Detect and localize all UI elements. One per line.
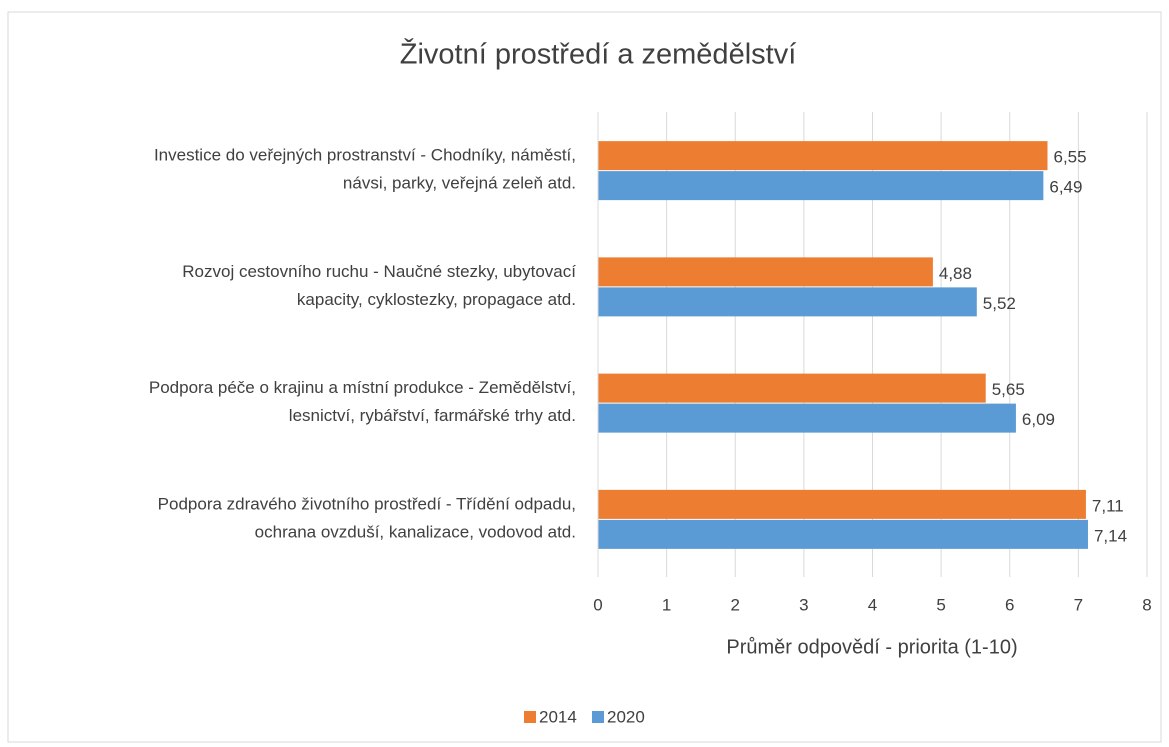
bar — [598, 489, 1086, 519]
data-label: 7,14 — [1094, 526, 1127, 545]
chart-frame — [7, 11, 1162, 743]
x-tick-label: 8 — [1142, 595, 1151, 614]
legend-label: 2014 — [539, 707, 577, 726]
data-label: 5,65 — [992, 380, 1025, 399]
data-label: 6,49 — [1049, 178, 1082, 197]
bar — [598, 373, 986, 403]
bar — [598, 141, 1048, 171]
bar — [598, 403, 1016, 433]
data-label: 6,55 — [1053, 148, 1086, 167]
chart-title: Životní prostředí a zemědělství — [400, 38, 797, 71]
bar — [598, 519, 1088, 549]
x-axis-title: Průměr odpovědí - priorita (1-10) — [726, 636, 1017, 658]
x-tick-label: 2 — [731, 595, 740, 614]
x-tick-label: 5 — [936, 595, 945, 614]
data-label: 7,11 — [1092, 496, 1124, 515]
y-tick-label: lesnictví, rybářství, farmářské trhy atd… — [289, 406, 576, 425]
x-tick-label: 3 — [799, 595, 808, 614]
bar — [598, 257, 933, 287]
y-tick-label: návsi, parky, veřejná zeleň atd. — [343, 174, 576, 193]
y-tick-label: kapacity, cyklostezky, propagace atd. — [297, 290, 576, 309]
y-tick-label: Podpora zdravého životního prostředí - T… — [158, 494, 576, 513]
y-tick-label: Podpora péče o krajinu a místní produkce… — [149, 378, 576, 397]
legend-label: 2020 — [607, 707, 645, 726]
legend-swatch — [524, 711, 536, 723]
y-tick-label: Investice do veřejných prostranství - Ch… — [154, 146, 576, 165]
data-label: 6,09 — [1022, 410, 1055, 429]
x-tick-label: 1 — [662, 595, 671, 614]
x-tick-label: 6 — [1005, 595, 1014, 614]
x-tick-label: 4 — [868, 595, 877, 614]
y-tick-label: Rozvoj cestovního ruchu - Naučné stezky,… — [182, 262, 576, 281]
x-tick-label: 0 — [593, 595, 602, 614]
bar — [598, 287, 977, 317]
data-label: 5,52 — [983, 294, 1016, 313]
y-tick-label: ochrana ovzduší, kanalizace, vodovod atd… — [255, 522, 576, 541]
data-label: 4,88 — [939, 264, 972, 283]
x-tick-label: 7 — [1074, 595, 1083, 614]
bar — [598, 171, 1044, 201]
legend-swatch — [592, 711, 604, 723]
